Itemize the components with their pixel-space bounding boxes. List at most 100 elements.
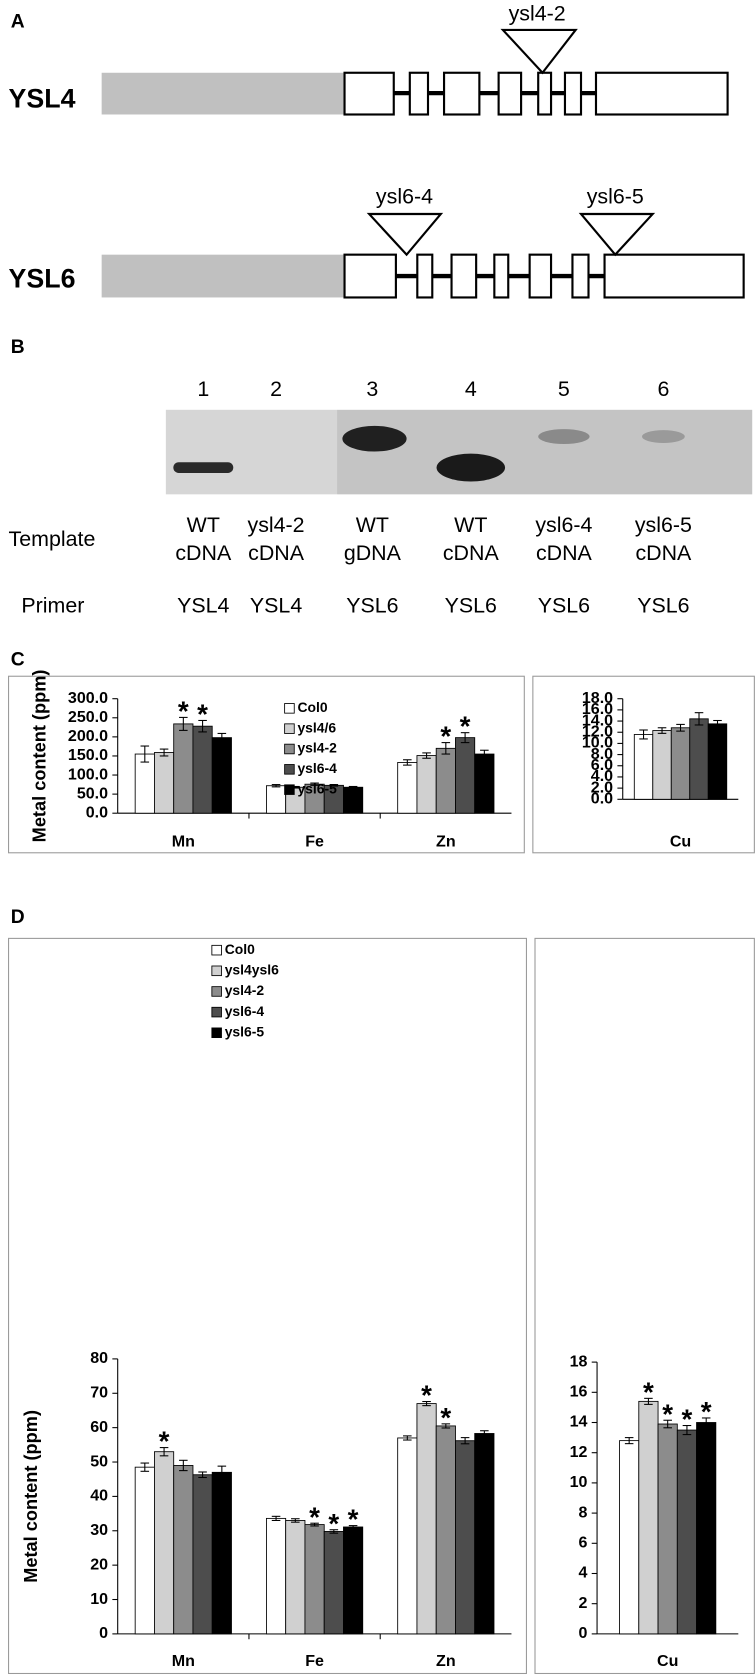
legend-swatch [211,1027,222,1039]
x-tick-label: Cu [670,832,691,850]
template-label: ysl6-4 [535,513,592,537]
template-label: ysl6-5 [635,513,692,537]
y-tick-label: 150.0 [68,746,108,764]
y-axis-label: Metal content (ppm) [29,670,49,843]
error-bar [198,719,207,733]
bar [266,785,287,814]
bar [323,1531,344,1635]
legend-swatch [284,703,295,714]
bar [619,1440,640,1635]
bar [652,730,672,800]
error-bar [460,1437,470,1445]
x-tick-label: Fe [305,1652,324,1670]
legend-label: ysl4-2 [297,740,337,756]
significance-mark: * [440,1402,451,1433]
error-bar [441,742,451,755]
lane-number: 5 [558,377,570,401]
bar [192,725,213,814]
insertion-label: ysl6-4 [376,185,433,209]
legend-label: ysl4ysl6 [225,961,279,977]
significance-mark: * [643,1376,654,1407]
bar [285,1520,306,1635]
error-bar [179,716,188,731]
error-bar [291,1518,300,1523]
y-tick-label: 0 [99,1624,108,1642]
significance-mark: * [701,1396,712,1427]
x-tick-label: Mn [172,1652,195,1670]
error-bar [713,719,722,728]
y-tick-label: 8.0 [591,745,613,763]
error-bar [198,1471,207,1479]
error-bar [676,723,685,732]
template-label: WT [454,513,487,537]
x-tick-label: Mn [172,832,195,850]
bar [670,727,691,800]
significance-mark: * [197,699,208,730]
y-tick-label: 6.0 [591,756,613,774]
y-tick-label: 10 [570,1473,588,1491]
bar [211,737,232,814]
y-tick-label: 2 [578,1594,587,1612]
lane-number: 6 [657,377,669,401]
bar [192,1474,213,1635]
y-tick-label: 18 [570,1352,588,1370]
x-tick-label: Fe [305,832,324,850]
gel-labels: 1 WT cDNA YSL4 2 ysl4-2 cDNA YSL4 3 WT gDNA YSL6 4 WT… [175,377,692,617]
error-bar [460,732,470,744]
y-tick-label: 2.0 [591,778,613,796]
bar [416,755,437,814]
template-label: cDNA [536,541,593,565]
y-axis-label: Metal content (ppm) [21,1410,41,1583]
legend-swatch [211,1006,222,1018]
panel-frames [8,675,755,1675]
primer-label: YSL6 [346,593,398,617]
error-bar [403,759,412,766]
row-label: Primer [21,593,84,617]
gene-name: YSL4 [9,84,76,114]
y-tick-label: 30 [90,1521,108,1539]
y-tick-label: 0.0 [86,803,108,821]
bar [455,737,476,814]
y-tick-label: 0.0 [591,790,613,808]
significance-mark: * [682,1404,693,1435]
bar [343,1526,364,1635]
error-bar [639,729,648,740]
bar [397,762,418,814]
primer-label: YSL6 [445,593,497,617]
significance-mark: * [159,1426,170,1457]
legend-label: Col0 [297,699,327,715]
significance-mark: * [178,695,189,726]
bar [474,753,495,814]
primer-label: YSL4 [250,593,302,617]
legend-swatch [284,764,295,775]
significance-mark: * [348,1504,359,1535]
error-bar [140,745,150,763]
legend-label: ysl6-4 [297,760,337,776]
bar [304,1524,325,1635]
template-label: cDNA [443,541,500,565]
y-tick-label: 10 [90,1590,108,1608]
x-tick-label: Zn [436,832,456,850]
error-bar [624,1437,634,1445]
y-tick-label: 14.0 [582,711,613,729]
template-label: gDNA [344,541,402,565]
error-bar [329,784,339,787]
legend-label: ysl4-2 [225,982,265,998]
y-tick-label: 50.0 [77,784,108,802]
error-bar [422,752,431,759]
template-label: cDNA [248,541,305,565]
panel-label: A [11,12,25,33]
gene-name: YSL6 [9,263,76,293]
y-tick-label: 8 [578,1503,587,1521]
bar [435,1425,456,1635]
legend-swatch [284,743,295,755]
significance-mark: * [309,1501,320,1532]
bar [633,734,654,800]
panel-label: C [11,649,25,670]
lane-number: 3 [366,377,378,401]
lane-number: 4 [465,377,477,401]
significance-mark: * [328,1508,339,1539]
legend-label: ysl6-5 [225,1023,265,1039]
y-tick-label: 300.0 [68,689,108,707]
